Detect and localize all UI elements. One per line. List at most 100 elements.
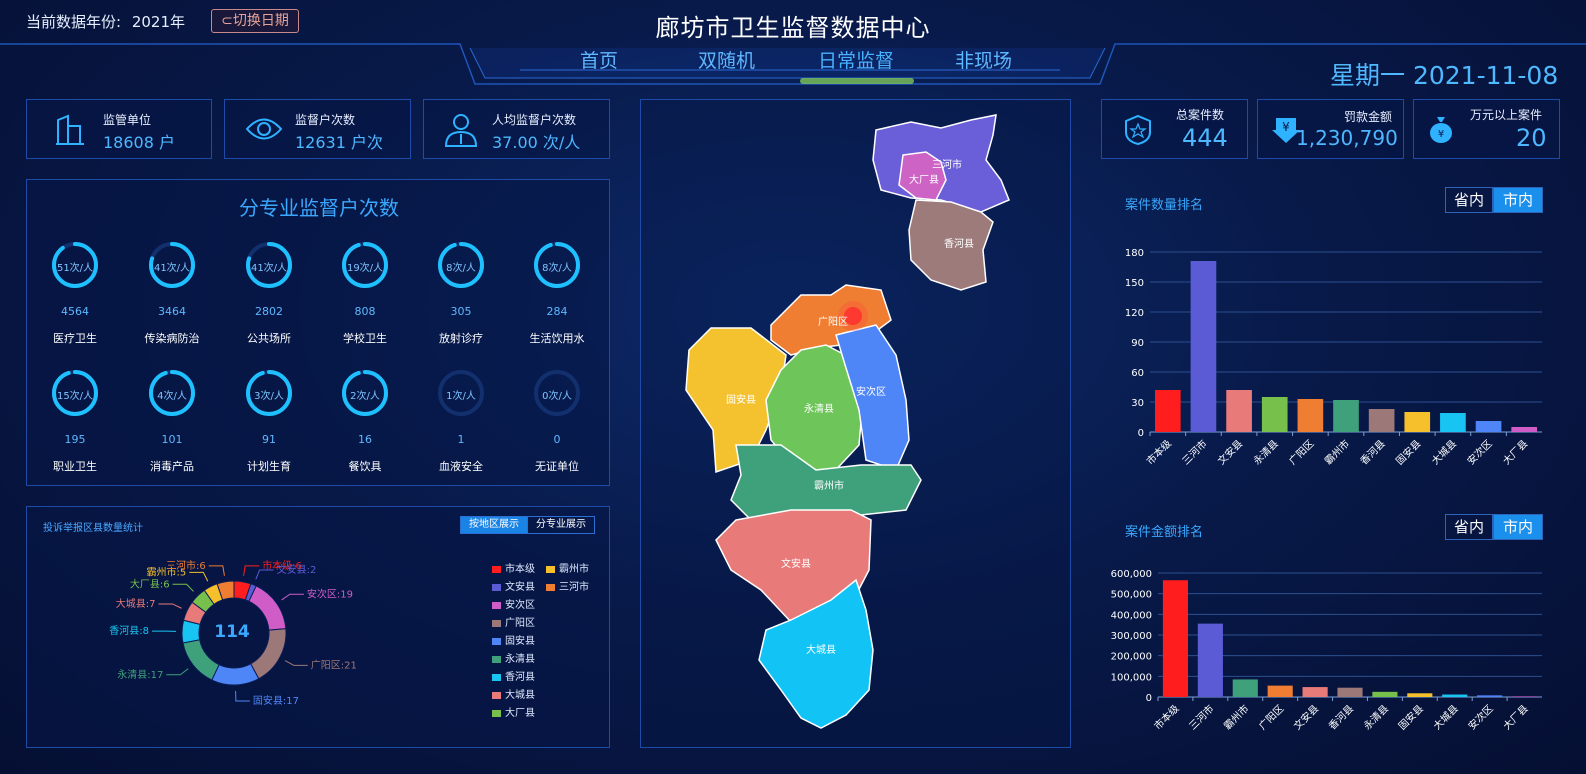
ring-ratio-label: 15次/人 bbox=[56, 391, 94, 402]
bar bbox=[1226, 390, 1252, 432]
ring-ratio-label: 8次/人 bbox=[446, 263, 476, 274]
x-tick-label: 安次区 bbox=[1464, 437, 1494, 467]
ring-ratio-label: 51次/人 bbox=[56, 263, 94, 274]
kpi-card-fine-amount: ¥ 罚款金额 1,230,790 bbox=[1257, 99, 1404, 159]
y-tick-label: 120 bbox=[1125, 308, 1144, 319]
legend-item[interactable]: 香河县 bbox=[492, 668, 535, 683]
ring-ratio-label: 4次/人 bbox=[157, 391, 187, 402]
kpi-value: 444 bbox=[1182, 124, 1228, 152]
nav-double-random[interactable]: 双随机 bbox=[698, 50, 756, 72]
switch-date-button[interactable]: ⊂切换日期 bbox=[211, 9, 299, 33]
ring-name: 职业卫生 bbox=[53, 460, 97, 473]
donut-leader-line bbox=[235, 690, 250, 702]
legend-label: 安次区 bbox=[505, 600, 535, 611]
nav-off-site[interactable]: 非现场 bbox=[955, 50, 1013, 72]
x-tick-label: 广阳区 bbox=[1257, 703, 1287, 733]
map-label-bazhou: 霸州市 bbox=[814, 479, 844, 492]
svg-text:¥: ¥ bbox=[1438, 129, 1444, 140]
case-count-title: 案件数量排名 bbox=[1125, 198, 1204, 213]
x-tick-label: 香河县 bbox=[1358, 438, 1388, 468]
nav-active-indicator bbox=[800, 78, 914, 84]
donut-center-total: 114 bbox=[214, 622, 250, 642]
money-bag-icon: ¥ bbox=[1430, 117, 1452, 143]
legend-item[interactable]: 大厂县 bbox=[492, 704, 535, 719]
ring-progress bbox=[534, 370, 580, 416]
x-tick-label: 固安县 bbox=[1396, 702, 1426, 732]
legend-item[interactable]: 市本级 bbox=[492, 560, 535, 575]
y-tick-label: 0 bbox=[1146, 693, 1152, 704]
legend-swatch bbox=[492, 637, 501, 645]
legend-item[interactable]: 三河市 bbox=[546, 578, 589, 593]
ring-count: 305 bbox=[450, 305, 472, 318]
ring-count: 1 bbox=[457, 433, 465, 446]
ring-name: 血液安全 bbox=[439, 460, 483, 473]
legend-label: 大城县 bbox=[505, 690, 535, 701]
profession-title: 分专业监督户次数 bbox=[239, 196, 399, 220]
donut-slice-label: 安次区:19 bbox=[307, 587, 353, 600]
toggle-city[interactable]: 市内 bbox=[1493, 187, 1543, 213]
ring-count: 91 bbox=[262, 433, 276, 446]
svg-text:¥: ¥ bbox=[1282, 120, 1290, 134]
legend-item[interactable]: 固安县 bbox=[492, 632, 535, 647]
ring-count: 2802 bbox=[255, 305, 283, 318]
toggle-city[interactable]: 市内 bbox=[1493, 514, 1543, 540]
kpi-card-per-capita: 人均监督户次数 37.00 次/人 bbox=[423, 99, 610, 159]
legend-item[interactable]: 广阳区 bbox=[492, 614, 535, 629]
toggle-province[interactable]: 省内 bbox=[1445, 514, 1493, 540]
kpi-value: 12631 户次 bbox=[295, 133, 383, 152]
nav-daily-supervision[interactable]: 日常监督 bbox=[818, 50, 895, 72]
donut-slice-label: 三河市:6 bbox=[166, 559, 206, 572]
map-label-dachang: 大厂县 bbox=[909, 173, 939, 186]
kpi-value: 20 bbox=[1516, 124, 1547, 152]
bar bbox=[1154, 390, 1181, 432]
kpi-label: 罚款金额 bbox=[1344, 110, 1393, 124]
legend-label: 广阳区 bbox=[505, 618, 535, 629]
donut-slice-label: 广阳区:21 bbox=[311, 659, 357, 671]
ring-progress bbox=[246, 370, 292, 416]
x-tick-label: 文安县 bbox=[1215, 437, 1245, 467]
ring-progress bbox=[438, 242, 484, 288]
map-label-yongqing: 永清县 bbox=[804, 402, 834, 415]
y-tick-label: 600,000 bbox=[1111, 569, 1152, 580]
bar bbox=[1162, 580, 1189, 697]
legend-item[interactable]: 大城县 bbox=[492, 686, 535, 701]
donut-leader-line bbox=[284, 660, 308, 666]
donut-leader-line bbox=[208, 565, 225, 576]
ring-progress bbox=[342, 370, 388, 416]
x-tick-label: 大厂县 bbox=[1500, 702, 1530, 732]
x-tick-label: 文安县 bbox=[1291, 702, 1321, 732]
langfang-map: 三河市 大厂县 香河县 广阳区 固安县 永清县 安次区 霸州市 文安县 大城县 bbox=[685, 114, 1010, 729]
legend-swatch bbox=[546, 565, 555, 573]
map-region-gu-an bbox=[685, 327, 787, 474]
ring-name: 消毒产品 bbox=[150, 460, 194, 473]
tab-by-profession[interactable]: 分专业展示 bbox=[527, 516, 595, 534]
kpi-label: 万元以上案件 bbox=[1470, 108, 1543, 122]
map-region-dacheng bbox=[758, 578, 874, 729]
legend-item[interactable]: 文安县 bbox=[492, 578, 535, 593]
kpi-label: 监督户次数 bbox=[295, 113, 356, 127]
donut-leader-line bbox=[166, 668, 189, 676]
ring-ratio-label: 41次/人 bbox=[153, 263, 191, 274]
legend-swatch bbox=[492, 691, 501, 699]
kpi-card-visits: 监督户次数 12631 户次 bbox=[224, 99, 411, 159]
legend-label: 霸州市 bbox=[559, 564, 589, 575]
donut-slice-label: 大城县:7 bbox=[116, 597, 156, 610]
donut-leader-line bbox=[189, 571, 209, 582]
y-tick-label: 500,000 bbox=[1111, 590, 1152, 601]
legend-item[interactable]: 安次区 bbox=[492, 596, 535, 611]
legend-label: 香河县 bbox=[505, 672, 535, 683]
donut-leader-line bbox=[172, 583, 194, 592]
map-label-xianghe: 香河县 bbox=[944, 238, 974, 250]
x-tick-label: 大城县 bbox=[1430, 702, 1460, 732]
x-tick-label: 霸州市 bbox=[1221, 702, 1251, 732]
legend-item[interactable]: 永清县 bbox=[492, 650, 535, 665]
toggle-province[interactable]: 省内 bbox=[1445, 187, 1493, 213]
top-bar: 当前数据年份: 2021年 ⊂切换日期 廊坊市卫生监督数据中心 首页 双随机 日… bbox=[0, 0, 1586, 90]
donut-slice-label: 大厂县:6 bbox=[130, 577, 170, 590]
nav-home[interactable]: 首页 bbox=[580, 50, 619, 72]
ring-count: 808 bbox=[354, 305, 376, 318]
legend-item[interactable]: 霸州市 bbox=[546, 560, 589, 575]
map-panel: 三河市 大厂县 香河县 广阳区 固安县 永清县 安次区 霸州市 文安县 大城县 bbox=[640, 99, 1071, 748]
donut-slice bbox=[216, 580, 235, 601]
header-frame bbox=[0, 43, 1586, 85]
